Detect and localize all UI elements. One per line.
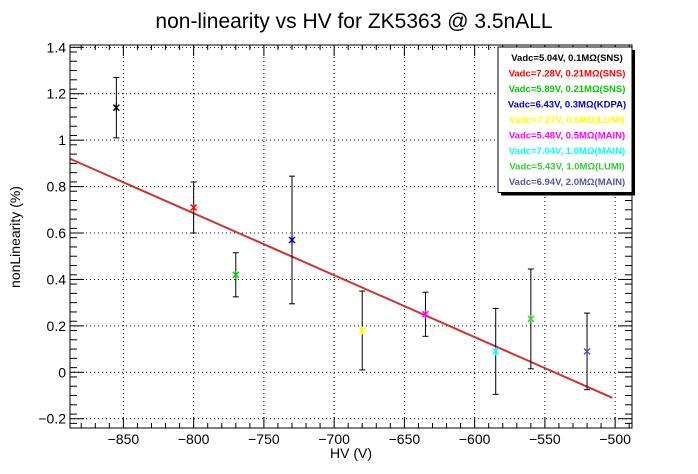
data-point — [421, 291, 429, 337]
data-point — [190, 181, 198, 234]
legend: Vadc=5.04V, 0.1MΩ(SNS) Vadc=7.28V, 0.21MΩ… — [497, 46, 635, 196]
y-tick-label: 1.4 — [47, 39, 67, 55]
data-point — [527, 268, 535, 370]
data-marker — [492, 347, 500, 356]
x-tick-label: −850 — [108, 431, 140, 447]
legend-entry: Vadc=5.04V, 0.1MΩ(SNS) — [511, 53, 623, 64]
y-tick-label: 0.4 — [47, 271, 67, 287]
x-tick-label: −750 — [248, 431, 280, 447]
y-tick-label: 0 — [58, 364, 66, 380]
plot-frame — [69, 44, 633, 429]
legend-box — [497, 46, 633, 193]
legend-entry: Vadc=5.89V, 0.21MΩ(SNS) — [509, 84, 626, 95]
data-point — [358, 290, 366, 371]
data-point — [492, 307, 500, 395]
fit-line-group — [69, 157, 613, 399]
data-point — [232, 252, 240, 298]
y-tick-label: 1.2 — [47, 86, 67, 102]
y-tick-label: 0.6 — [47, 225, 67, 241]
y-tick-label: 1 — [58, 132, 66, 148]
data-marker — [421, 310, 429, 319]
x-tick-label: −800 — [178, 431, 210, 447]
legend-entry: Vadc=6.94V, 2.0MΩ(MAIN) — [509, 177, 625, 188]
legend-entry: Vadc=7.27V, 0.5MΩ(LUMI) — [509, 115, 624, 126]
data-point — [288, 175, 296, 305]
x-tick-label: −500 — [599, 431, 631, 447]
fit-line — [69, 157, 613, 399]
y-tick-label: 0.2 — [47, 318, 67, 334]
data-marker — [190, 203, 198, 212]
x-tick-label: −650 — [389, 431, 421, 447]
data-marker — [358, 326, 366, 335]
data-point — [112, 76, 120, 139]
legend-entry: Vadc=7.28V, 0.21MΩ(SNS) — [509, 69, 626, 80]
legend-entry: Vadc=5.43V, 1.0MΩ(LUMI) — [509, 162, 624, 173]
y-tick-label: 0.8 — [47, 179, 67, 195]
data-marker — [583, 347, 591, 356]
x-tick-label: −600 — [459, 431, 491, 447]
legend-entry: Vadc=7.04V, 1.0MΩ(MAIN) — [509, 146, 625, 157]
legend-shadow-bottom — [501, 192, 635, 196]
data-points — [112, 76, 591, 395]
y-axis-title: nonLinearity (%) — [7, 186, 23, 288]
legend-shadow-right — [632, 50, 635, 196]
legend-entry: Vadc=6.43V, 0.3MΩ(KDPA) — [508, 100, 626, 111]
legend-entry: Vadc=5.48V, 0.5MΩ(MAIN) — [509, 131, 625, 142]
x-tick-label: −700 — [318, 431, 350, 447]
x-axis-title: HV (V) — [330, 445, 372, 461]
data-marker — [288, 235, 296, 244]
data-marker — [527, 314, 535, 323]
x-tick-label: −550 — [529, 431, 561, 447]
data-marker — [112, 103, 120, 112]
y-tick-label: −0.2 — [38, 411, 66, 427]
data-marker — [232, 270, 240, 279]
chart-title: non-linearity vs HV for ZK5363 @ 3.5nALL — [155, 10, 552, 33]
data-point — [583, 312, 591, 391]
